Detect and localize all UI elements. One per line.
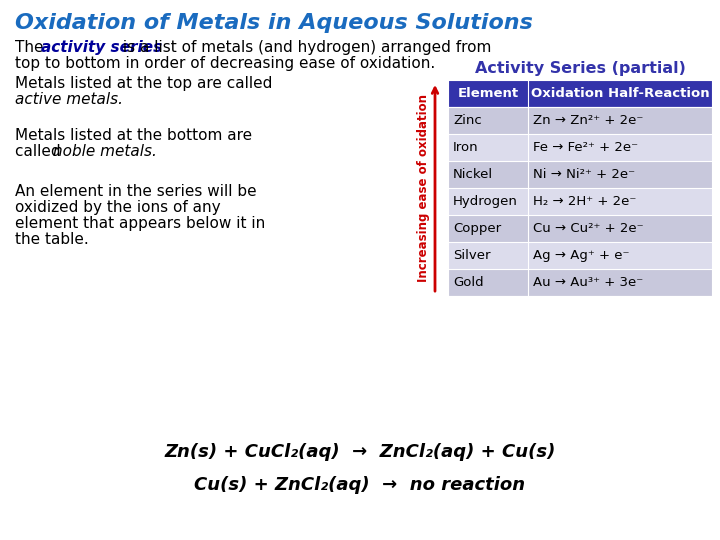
Text: The: The <box>15 40 48 55</box>
Bar <box>448 107 712 134</box>
Text: Zn(s) + CuCl₂(aq)  →  ZnCl₂(aq) + Cu(s): Zn(s) + CuCl₂(aq) → ZnCl₂(aq) + Cu(s) <box>164 443 556 461</box>
Text: Oxidation Half-Reaction: Oxidation Half-Reaction <box>531 87 709 100</box>
Text: called: called <box>15 144 66 159</box>
Text: Nickel: Nickel <box>453 168 493 181</box>
Text: H₂ → 2H⁺ + 2e⁻: H₂ → 2H⁺ + 2e⁻ <box>533 195 636 208</box>
Text: is a list of metals (and hydrogen) arranged from: is a list of metals (and hydrogen) arran… <box>118 40 491 55</box>
Text: An element in the series will be: An element in the series will be <box>15 184 256 199</box>
Text: Metals listed at the top are called: Metals listed at the top are called <box>15 76 272 91</box>
Text: activity series: activity series <box>41 40 162 55</box>
Bar <box>448 134 712 161</box>
Text: Activity Series (partial): Activity Series (partial) <box>474 61 685 76</box>
Text: Copper: Copper <box>453 222 501 235</box>
Text: Cu → Cu²⁺ + 2e⁻: Cu → Cu²⁺ + 2e⁻ <box>533 222 644 235</box>
Text: Element: Element <box>457 87 518 100</box>
Text: Zinc: Zinc <box>453 114 482 127</box>
Text: Ag → Ag⁺ + e⁻: Ag → Ag⁺ + e⁻ <box>533 249 629 262</box>
Bar <box>448 161 712 188</box>
Bar <box>448 215 712 242</box>
Text: oxidized by the ions of any: oxidized by the ions of any <box>15 200 220 215</box>
Text: Au → Au³⁺ + 3e⁻: Au → Au³⁺ + 3e⁻ <box>533 276 643 289</box>
Text: element that appears below it in: element that appears below it in <box>15 216 265 231</box>
Bar <box>448 242 712 269</box>
Text: Fe → Fe²⁺ + 2e⁻: Fe → Fe²⁺ + 2e⁻ <box>533 141 638 154</box>
Text: Gold: Gold <box>453 276 484 289</box>
Text: Cu(s) + ZnCl₂(aq)  →  no reaction: Cu(s) + ZnCl₂(aq) → no reaction <box>194 476 526 494</box>
Text: Ni → Ni²⁺ + 2e⁻: Ni → Ni²⁺ + 2e⁻ <box>533 168 635 181</box>
Text: Oxidation of Metals in Aqueous Solutions: Oxidation of Metals in Aqueous Solutions <box>15 13 533 33</box>
Text: noble metals.: noble metals. <box>53 144 157 159</box>
Text: active metals.: active metals. <box>15 92 123 107</box>
Text: the table.: the table. <box>15 232 89 247</box>
Bar <box>448 188 712 215</box>
Text: top to bottom in order of decreasing ease of oxidation.: top to bottom in order of decreasing eas… <box>15 56 436 71</box>
Text: Metals listed at the bottom are: Metals listed at the bottom are <box>15 128 252 143</box>
Bar <box>448 80 712 107</box>
Text: Increasing ease of oxidation: Increasing ease of oxidation <box>416 94 430 282</box>
Text: Silver: Silver <box>453 249 490 262</box>
Text: Iron: Iron <box>453 141 479 154</box>
Bar <box>448 269 712 296</box>
Text: Zn → Zn²⁺ + 2e⁻: Zn → Zn²⁺ + 2e⁻ <box>533 114 644 127</box>
Text: Hydrogen: Hydrogen <box>453 195 518 208</box>
